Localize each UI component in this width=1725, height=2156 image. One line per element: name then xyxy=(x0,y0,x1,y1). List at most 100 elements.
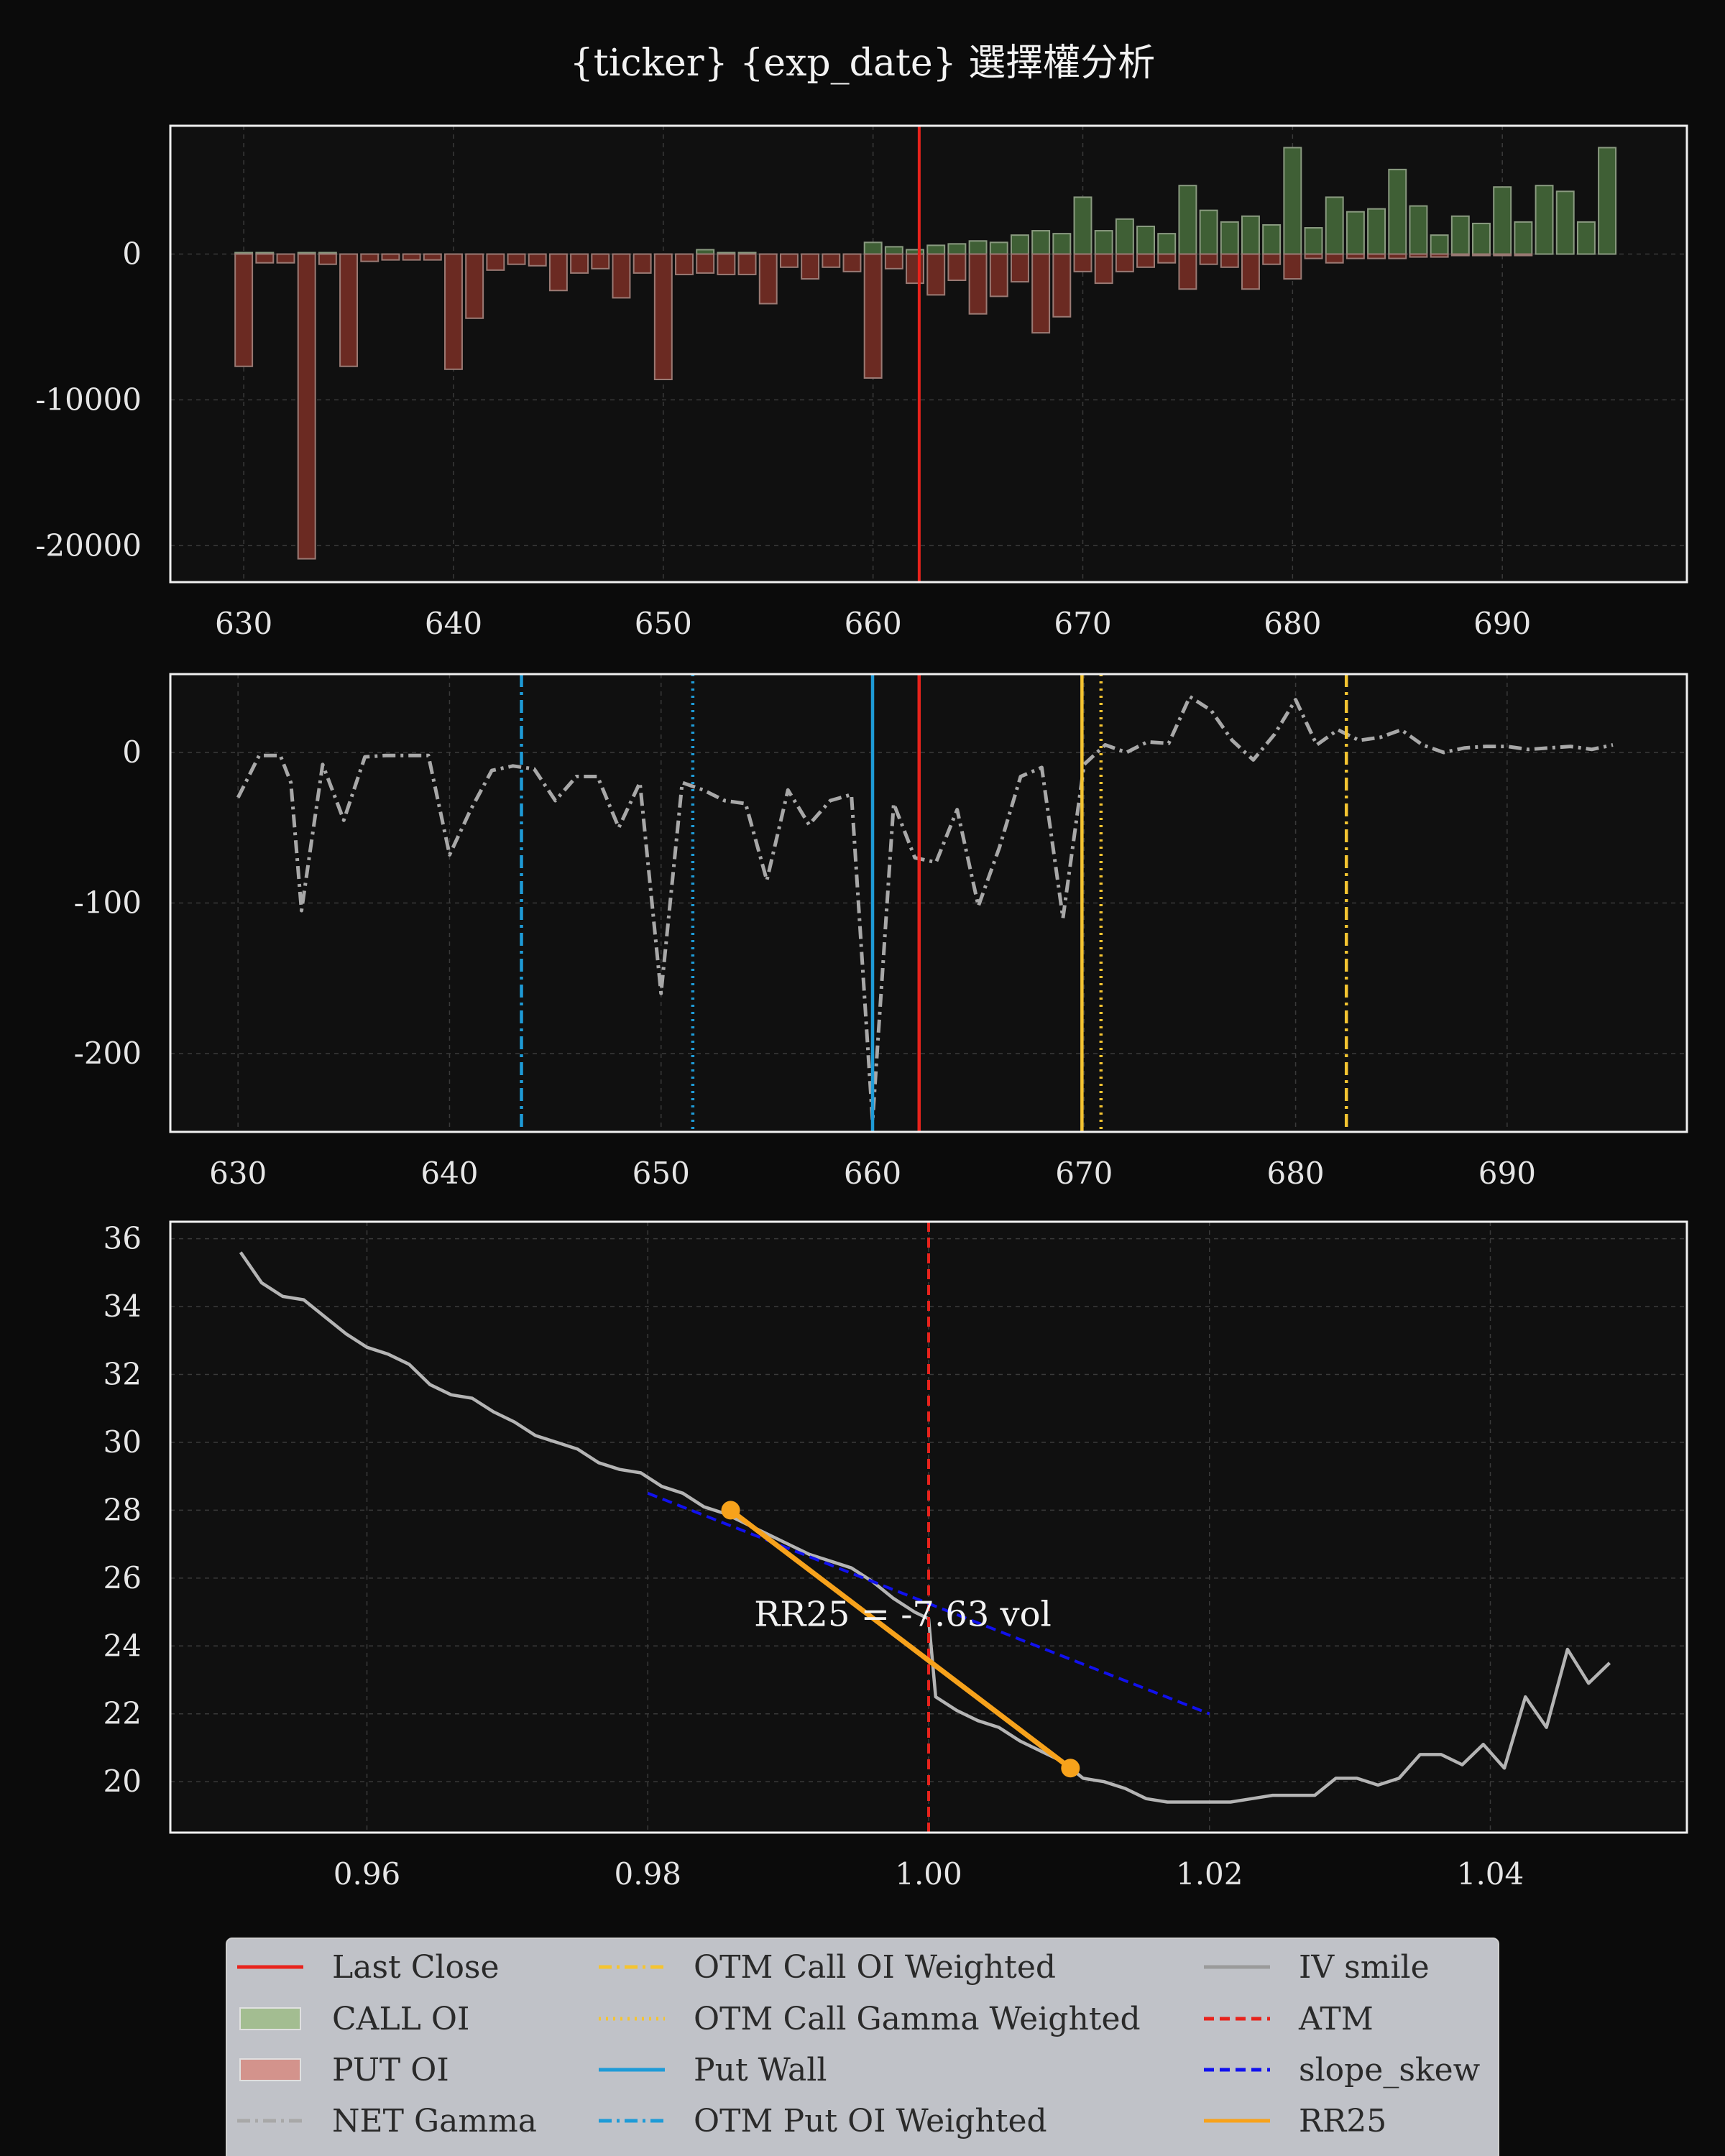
gamma-axes-frame xyxy=(169,673,1688,1133)
gamma-x-tick-label: 630 xyxy=(209,1156,267,1191)
call-oi-bar xyxy=(1409,205,1428,255)
iv-x-tick-label: 1.02 xyxy=(1176,1856,1243,1892)
iv-y-tick-label: 24 xyxy=(104,1628,142,1663)
rr25-point xyxy=(1061,1759,1080,1778)
rr25-line xyxy=(729,1508,1072,1771)
gamma-y-tick-label: -100 xyxy=(74,885,142,921)
call-oi-bar xyxy=(863,241,883,255)
gamma-x-tick-label: 650 xyxy=(632,1156,690,1191)
oi-plot-area xyxy=(170,126,1687,582)
put-oi-bar xyxy=(360,253,380,262)
put-oi-bar xyxy=(696,253,715,274)
put-oi-bar xyxy=(989,253,1008,298)
put-oi-bar xyxy=(1304,253,1323,259)
legend-swatch-put-oi xyxy=(239,2058,301,2081)
put-oi-bar xyxy=(276,253,295,264)
call-oi-bar xyxy=(1220,221,1239,255)
put-oi-bar xyxy=(1409,253,1428,258)
iv-x-tick-label: 1.04 xyxy=(1457,1856,1524,1892)
legend-label-iv-smile: IV smile xyxy=(1299,1949,1430,1986)
put-oi-bar xyxy=(1220,253,1239,268)
put-oi-bar xyxy=(653,253,673,381)
put-oi-bar xyxy=(947,253,967,282)
put-oi-bar xyxy=(381,253,400,261)
iv-y-tick-label: 34 xyxy=(104,1289,142,1324)
call-oi-bar xyxy=(926,244,946,255)
put-oi-bar xyxy=(234,253,254,367)
call-oi-bar xyxy=(1598,147,1617,255)
call-oi-bar xyxy=(947,243,967,255)
call-oi-bar xyxy=(1367,208,1386,255)
call-oi-bar xyxy=(1325,196,1344,255)
iv-y-tick-label: 26 xyxy=(104,1560,142,1595)
call-oi-bar xyxy=(1493,186,1512,255)
put-oi-bar xyxy=(528,253,547,267)
oi-axes-frame xyxy=(169,124,1688,584)
oi-y-tick-label: -20000 xyxy=(35,528,142,563)
put-oi-bar xyxy=(822,253,841,268)
put-oi-bar xyxy=(339,253,359,367)
put-oi-bar xyxy=(465,253,484,319)
gamma-y-tick-label: 0 xyxy=(122,734,142,770)
slope-skew-line xyxy=(647,1491,1210,1715)
iv-y-tick-label: 20 xyxy=(104,1764,142,1799)
legend-label-rr25: RR25 xyxy=(1299,2103,1386,2139)
call-oi-bar xyxy=(1262,224,1282,255)
put-oi-bar xyxy=(632,253,652,274)
legend-label-otm-call-oi-weighted: OTM Call OI Weighted xyxy=(694,1949,1056,1986)
gamma-x-tick-label: 660 xyxy=(844,1156,901,1191)
put-oi-bar xyxy=(1241,253,1260,290)
put-oi-bar xyxy=(1010,253,1029,283)
call-oi-bar xyxy=(884,246,903,255)
call-oi-bar xyxy=(1157,233,1177,255)
oi-x-tick-label: 670 xyxy=(1054,606,1111,641)
put-oi-bar xyxy=(486,253,505,271)
iv-smile-panel: 0.96 0.98 1.00 1.02 1.04 20 22 24 26 28 30 32 34 36 RR… xyxy=(104,1220,1688,1892)
call-oi-bar xyxy=(1241,215,1260,255)
legend-label-otm-put-oi-weighted: OTM Put OI Weighted xyxy=(694,2103,1047,2139)
oi-plot-content xyxy=(234,126,1617,582)
call-oi-bar xyxy=(1304,227,1323,255)
put-oi-bar xyxy=(968,253,988,315)
net-gamma-line xyxy=(236,694,1614,1123)
call-oi-bar xyxy=(1346,211,1365,255)
legend-swatch-call-oi xyxy=(239,2007,301,2030)
put-oi-bar xyxy=(1094,253,1113,285)
oi-x-tick-label: 650 xyxy=(635,606,692,641)
net-gamma-panel: 630 640 650 660 670 680 690 0 -100 -200 xyxy=(74,673,1688,1191)
put-oi-bar xyxy=(255,253,275,264)
put-oi-bar xyxy=(548,253,568,292)
legend-label-last-close: Last Close xyxy=(332,1949,500,1986)
call-oi-bar xyxy=(1178,185,1197,255)
put-oi-bar xyxy=(1157,253,1177,264)
oi-panel: 630 640 650 660 670 680 690 0 -10000 -20000 xyxy=(35,124,1688,641)
legend-label-net-gamma: NET Gamma xyxy=(332,2103,537,2139)
gamma-x-tick-label: 670 xyxy=(1055,1156,1113,1191)
legend-label-otm-call-gamma-weighted: OTM Call Gamma Weighted xyxy=(694,2001,1141,2037)
iv-y-tick-label: 30 xyxy=(104,1424,142,1460)
iv-plot-content xyxy=(239,1222,1611,1833)
put-oi-bar xyxy=(758,253,778,305)
put-oi-bar xyxy=(842,253,862,272)
put-oi-bar xyxy=(423,253,442,261)
gamma-x-tick-label: 680 xyxy=(1266,1156,1324,1191)
put-oi-bar xyxy=(737,253,757,275)
gamma-x-tick-label: 640 xyxy=(420,1156,478,1191)
put-oi-bar xyxy=(1346,253,1365,259)
legend-label-put-oi: PUT OI xyxy=(332,2052,449,2088)
call-oi-bar xyxy=(1430,234,1449,255)
call-oi-bar xyxy=(1555,190,1575,255)
call-oi-bar xyxy=(1576,221,1596,255)
put-oi-bar xyxy=(1493,253,1512,257)
put-oi-bar xyxy=(1115,253,1134,272)
iv-y-tick-label: 36 xyxy=(104,1221,142,1256)
call-oi-bar xyxy=(1094,230,1113,255)
oi-y-tick-label: -10000 xyxy=(35,382,142,417)
call-oi-bar xyxy=(1450,215,1470,255)
put-oi-bar xyxy=(1430,253,1449,258)
put-oi-bar xyxy=(1388,253,1407,259)
iv-x-tick-label: 1.00 xyxy=(895,1856,962,1892)
put-oi-bar xyxy=(402,253,421,261)
oi-x-tick-label: 630 xyxy=(215,606,272,641)
put-oi-bar xyxy=(779,253,799,268)
